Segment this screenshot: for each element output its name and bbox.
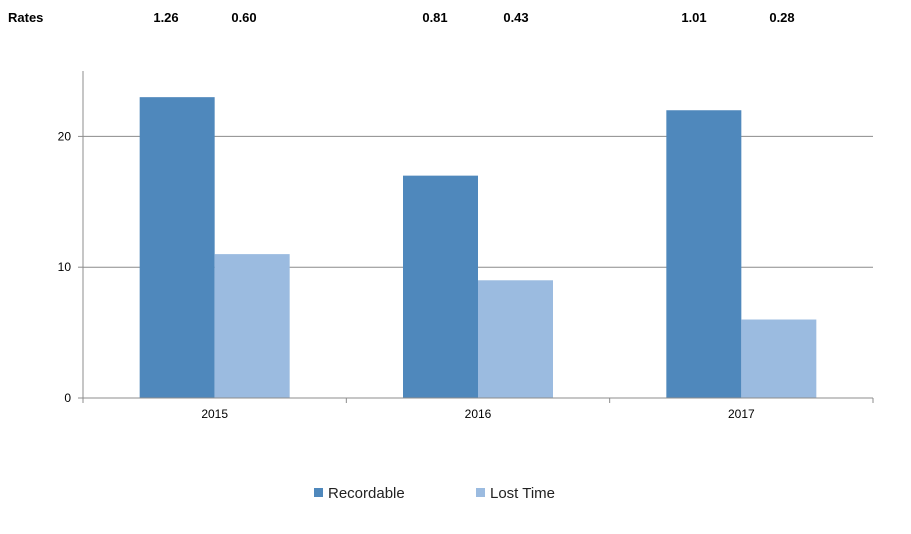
y-axis-ticks: 0 10 20 xyxy=(58,129,83,405)
rates-row: Rates 1.26 0.60 0.81 0.43 1.01 0.28 xyxy=(8,10,795,25)
bar-lost-time-2017 xyxy=(741,319,817,398)
legend-label: Recordable xyxy=(328,485,405,502)
x-tick-label: 2015 xyxy=(201,407,228,421)
rate-value: 0.43 xyxy=(503,10,528,25)
rate-value: 0.81 xyxy=(422,10,447,25)
rate-value: 0.60 xyxy=(231,10,256,25)
bar-lost-time-2016 xyxy=(478,280,553,398)
bars xyxy=(139,97,817,399)
legend: Recordable Lost Time xyxy=(314,485,555,502)
legend-swatch-lost-time xyxy=(476,488,485,497)
legend-swatch-recordable xyxy=(314,488,323,497)
y-tick-label: 0 xyxy=(64,391,71,405)
bar-recordable-2017 xyxy=(666,110,742,399)
y-tick-label: 20 xyxy=(58,129,72,143)
bar-recordable-2016 xyxy=(403,175,478,398)
rate-value: 1.26 xyxy=(153,10,178,25)
bar-lost-time-2015 xyxy=(214,254,290,398)
axes xyxy=(82,71,873,399)
rates-label: Rates xyxy=(8,10,43,25)
x-tick-label: 2017 xyxy=(728,407,755,421)
x-axis-ticks: 2015 2016 2017 xyxy=(82,398,874,421)
y-tick-label: 10 xyxy=(58,260,72,274)
x-tick-label: 2016 xyxy=(465,407,492,421)
legend-label: Lost Time xyxy=(490,485,555,502)
bar-recordable-2015 xyxy=(139,97,215,398)
rate-value: 0.28 xyxy=(769,10,794,25)
rate-value: 1.01 xyxy=(681,10,706,25)
